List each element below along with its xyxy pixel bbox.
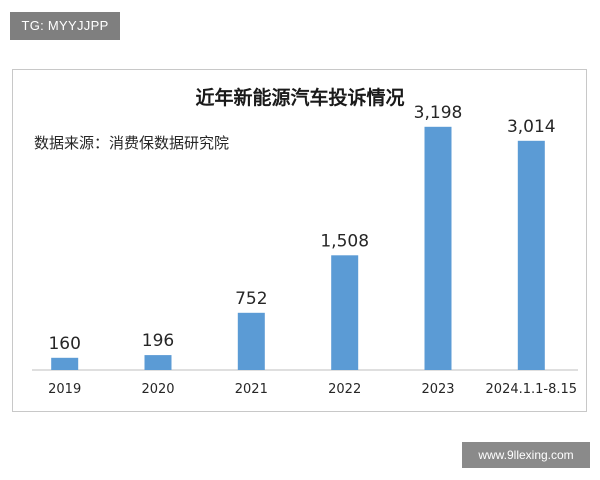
value-label-4: 3,198: [414, 103, 463, 123]
category-labels-group: 2019 2020 2021 2022 2023 2024.1.1-8.15: [48, 382, 577, 397]
value-label-5: 3,014: [507, 117, 556, 137]
bar-4: [424, 126, 452, 370]
bar-2: [237, 312, 265, 370]
bar-0: [51, 357, 79, 370]
bars-group: [51, 126, 545, 370]
category-label-1: 2020: [141, 382, 174, 397]
value-label-1: 196: [142, 331, 174, 351]
watermark-bottom: www.9llexing.com: [462, 442, 590, 468]
category-label-2: 2021: [235, 382, 268, 397]
category-label-5: 2024.1.1-8.15: [486, 382, 578, 397]
bar-5: [517, 140, 545, 370]
bar-1: [144, 355, 172, 370]
chart-frame: [12, 69, 587, 412]
watermark-top: TG: MYYJJPP: [10, 12, 120, 40]
bar-3: [331, 255, 359, 370]
category-label-3: 2022: [328, 382, 361, 397]
value-label-2: 752: [235, 289, 267, 309]
category-label-4: 2023: [421, 382, 454, 397]
value-label-3: 1,508: [320, 231, 369, 251]
value-labels-group: 160 196 752 1,508 3,198 3,014: [48, 103, 555, 354]
source-note: 数据来源：消费保数据研究院: [34, 134, 229, 152]
value-label-0: 160: [48, 334, 80, 354]
category-label-0: 2019: [48, 382, 81, 397]
chart-title: 近年新能源汽车投诉情况: [195, 86, 404, 109]
